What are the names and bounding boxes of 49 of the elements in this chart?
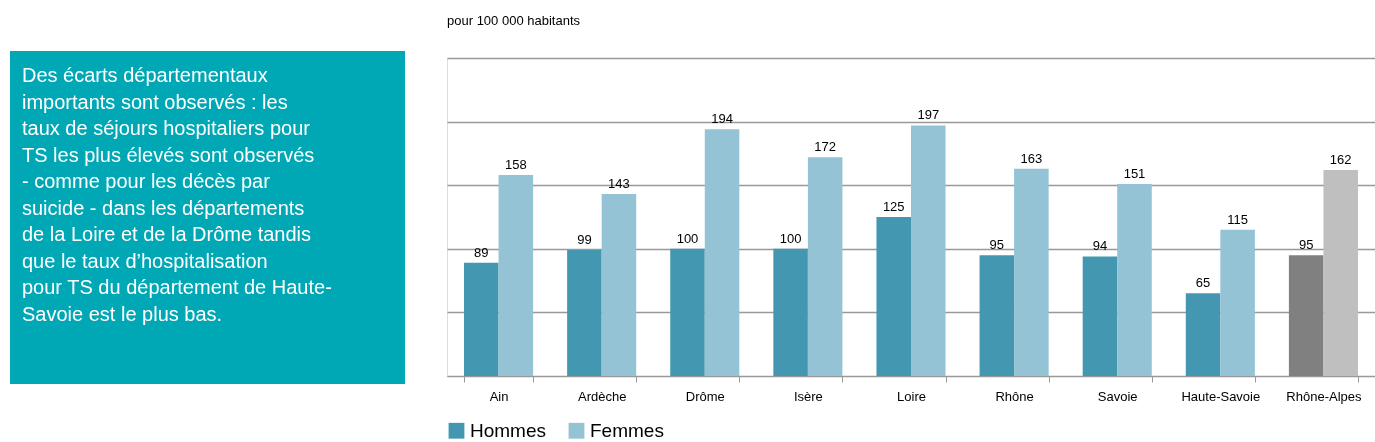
bar [979,255,1015,376]
data-label: 100 [676,230,699,246]
x-tick-label: Loire [897,388,926,404]
data-label: 151 [1123,165,1146,181]
data-label: 95 [1298,237,1314,253]
x-tick-label: Rhône-Alpes [1286,388,1363,404]
data-label: 65 [1195,275,1211,291]
data-label: 125 [882,199,905,214]
chart-subtitle: pour 100 000 habitants [447,13,581,28]
x-tick-label: Ain [489,388,509,404]
bar [1014,168,1049,376]
x-tick-label: Savoie [1097,388,1138,404]
data-label: 99 [577,232,592,248]
legend-label: Hommes [470,419,547,441]
bar [1117,183,1152,376]
bar [1288,255,1324,376]
bar [1082,256,1118,376]
data-label: 89 [474,244,489,260]
x-tick-label: Isère [793,388,823,404]
data-label: 197 [917,107,940,123]
bar [876,217,911,376]
bar [464,262,499,376]
data-label: 194 [711,111,733,127]
bar [1220,229,1255,376]
bar [704,129,740,376]
data-label: 162 [1329,151,1352,167]
bar [773,248,808,376]
text: Des écarts départementaux importants sont observés : les taux de séjours hospitaliers pour TS les plus élevés sont observés - comme pour les décès par suicide - dans les départements de la Loire et de la Drôme tandis que le taux d’hospitalisation pour TS du département de Haute-Savoie est le plus bas. [22,64,332,325]
data-label: 163 [1020,150,1043,166]
data-label: 94 [1092,238,1108,254]
data-label: 115 [1227,211,1248,227]
bar [670,248,705,376]
bar [601,194,637,376]
bar [567,250,602,376]
data-label: 172 [814,139,837,155]
data-label: 143 [608,176,630,192]
x-tick-label: Ardèche [577,388,627,404]
bar [498,175,534,376]
x-tick-label: Rhône [995,388,1034,404]
bar [1185,293,1221,376]
bar [1323,169,1358,376]
legend-label: Femmes [590,419,664,441]
data-label: 100 [779,230,802,246]
x-tick-label: Haute-Savoie [1181,388,1261,404]
data-label: 158 [504,157,527,173]
x-tick-label: Drôme [685,388,725,404]
data-label: 95 [989,237,1005,253]
bar [911,125,946,376]
bar [807,157,843,376]
